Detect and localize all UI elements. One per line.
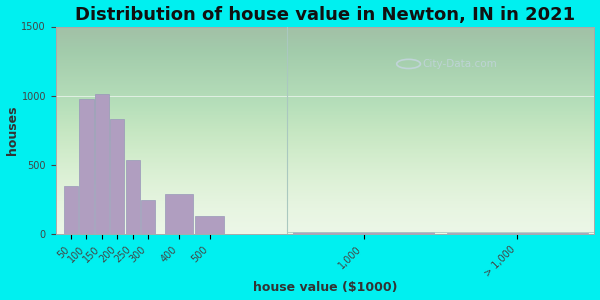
Bar xyxy=(110,119,124,234)
Bar xyxy=(79,99,94,234)
Bar xyxy=(164,194,193,234)
Text: City-Data.com: City-Data.com xyxy=(422,59,497,69)
Bar xyxy=(95,94,109,234)
X-axis label: house value ($1000): house value ($1000) xyxy=(253,281,397,294)
Y-axis label: houses: houses xyxy=(5,106,19,155)
Bar xyxy=(446,233,588,234)
Bar xyxy=(141,200,155,234)
Bar xyxy=(64,186,78,234)
Bar xyxy=(196,216,224,234)
Title: Distribution of house value in Newton, IN in 2021: Distribution of house value in Newton, I… xyxy=(75,6,575,24)
Bar xyxy=(293,232,434,234)
Bar xyxy=(125,160,140,234)
